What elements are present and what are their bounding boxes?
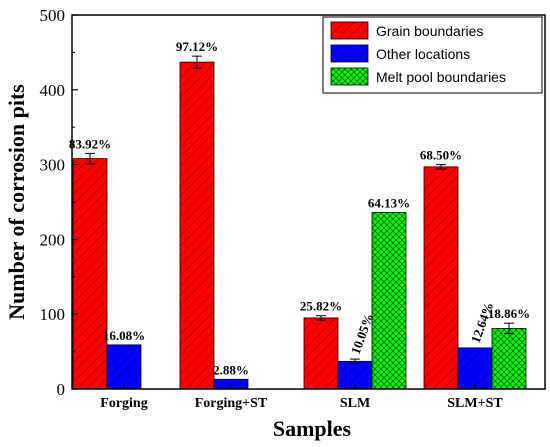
y-tick-label: 400 <box>40 81 66 100</box>
data-label: 2.88% <box>213 362 249 377</box>
bar-grain-boundaries-slm-plus-st <box>423 166 459 390</box>
data-label: 16.08% <box>103 328 145 343</box>
bar-other-locations-forging <box>106 344 142 390</box>
x-tick-label: Forging+ST <box>195 396 268 411</box>
error-bars-layer <box>85 55 514 365</box>
data-label: 64.13% <box>368 195 410 210</box>
x-tick-label: SLM+ST <box>447 396 503 411</box>
data-label: 97.12% <box>176 39 218 54</box>
data-label: 68.50% <box>420 148 462 163</box>
legend-swatch-melt-pool-boundaries <box>330 67 369 86</box>
bar-melt-pool-boundaries-slm-plus-st <box>491 328 527 390</box>
x-tick-label: Forging <box>100 396 147 411</box>
y-tick-label: 200 <box>40 230 66 249</box>
y-tick-label: 300 <box>40 156 66 175</box>
data-label: 18.86% <box>488 306 530 321</box>
bar-grain-boundaries-forging <box>72 158 108 390</box>
y-axis-title: Number of corrosion pits <box>4 84 29 320</box>
legend-swatch-other-locations <box>330 44 369 63</box>
bar-melt-pool-boundaries-slm <box>371 212 407 390</box>
legend: Grain boundaries Other locations Melt po… <box>322 16 543 94</box>
legend-label-melt-pool-boundaries: Melt pool boundaries <box>376 69 506 85</box>
data-label: 25.82% <box>300 299 342 314</box>
data-label: 83.92% <box>69 136 111 151</box>
y-tick-label: 100 <box>40 305 66 324</box>
y-tick-label: 500 <box>40 6 66 25</box>
x-tick-label: SLM <box>340 396 370 411</box>
bar-grain-boundaries-slm <box>303 317 339 390</box>
x-axis-title: Samples <box>273 416 352 441</box>
legend-label-grain-boundaries: Grain boundaries <box>376 23 483 39</box>
legend-swatch-grain-boundaries <box>330 21 369 40</box>
bar-grain-boundaries-forging-plus-st <box>179 61 215 390</box>
x-axis-ticks: Forging Forging+ST SLM SLM+ST <box>100 384 503 411</box>
y-axis-ticks: 0 100 200 300 400 500 <box>40 6 78 399</box>
bar-other-locations-slm-plus-st <box>457 347 493 390</box>
legend-label-other-locations: Other locations <box>376 46 470 62</box>
y-tick-label: 0 <box>57 380 66 399</box>
